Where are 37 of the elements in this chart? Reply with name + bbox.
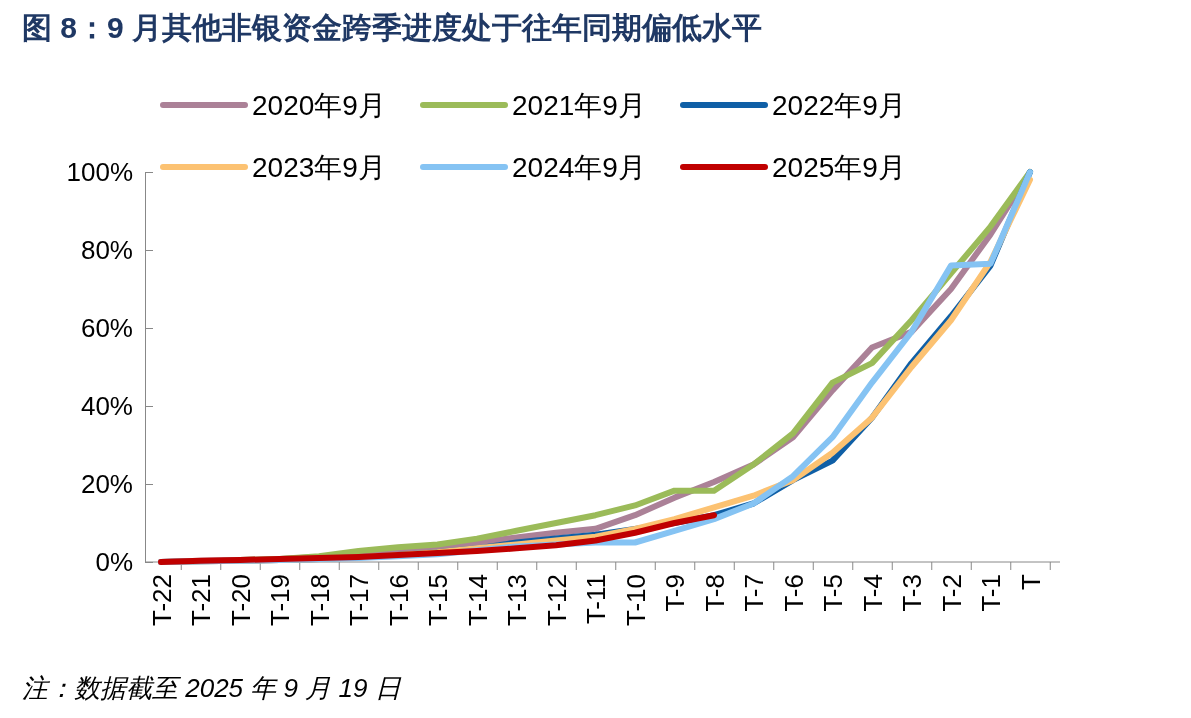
legend-label: 2025年9月 xyxy=(772,152,906,183)
y-tick-label: 100% xyxy=(66,156,133,187)
legend-label: 2024年9月 xyxy=(512,152,646,183)
x-tick-label: T-12 xyxy=(541,574,572,627)
x-tick-label: T-18 xyxy=(304,574,335,627)
x-tick-label: T-20 xyxy=(225,574,256,627)
y-tick-label: 40% xyxy=(80,390,133,421)
x-tick-label: T-6 xyxy=(778,574,809,612)
y-tick-label: 20% xyxy=(80,468,133,499)
x-tick-label: T-3 xyxy=(897,574,928,612)
x-tick-label: T-19 xyxy=(265,574,296,627)
x-tick-label: T-4 xyxy=(857,574,888,612)
legend-label: 2021年9月 xyxy=(512,90,646,121)
y-tick-label: 80% xyxy=(80,234,133,265)
y-tick-label: 0% xyxy=(95,546,133,577)
x-tick-label: T xyxy=(1015,573,1046,590)
x-tick-label: T-1 xyxy=(976,574,1007,612)
x-tick-label: T-7 xyxy=(739,574,770,612)
x-tick-label: T-16 xyxy=(383,574,414,627)
x-tick-label: T-13 xyxy=(502,574,533,627)
x-tick-label: T-9 xyxy=(660,574,691,612)
legend-label: 2023年9月 xyxy=(252,152,386,183)
x-tick-label: T-15 xyxy=(423,574,454,627)
legend-label: 2020年9月 xyxy=(252,90,386,121)
x-tick-label: T-17 xyxy=(344,574,375,627)
y-tick-label: 60% xyxy=(80,312,133,343)
x-tick-label: T-22 xyxy=(146,574,177,627)
legend-label: 2022年9月 xyxy=(772,90,906,121)
x-tick-label: T-2 xyxy=(936,574,967,612)
x-tick-label: T-5 xyxy=(818,574,849,612)
x-tick-label: T-8 xyxy=(699,574,730,612)
x-tick-label: T-10 xyxy=(620,574,651,627)
x-tick-label: T-11 xyxy=(581,574,612,625)
text: 注：数据截至 2025 年 9 月 19 日 xyxy=(22,673,402,703)
chart-title: 图 8：9 月其他非银资金跨季进度处于往年同期偏低水平 xyxy=(22,11,763,44)
x-tick-label: T-21 xyxy=(186,574,217,627)
x-tick-label: T-14 xyxy=(462,574,493,627)
